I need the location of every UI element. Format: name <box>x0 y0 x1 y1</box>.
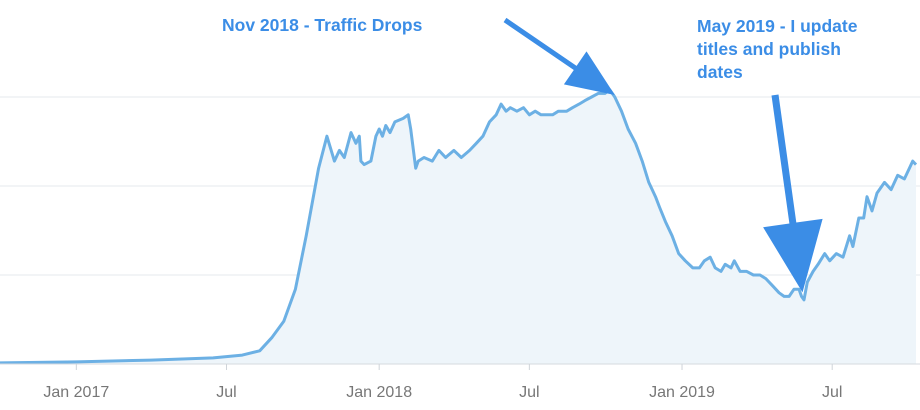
annotations: Nov 2018 - Traffic Drops May 2019 - I upd… <box>221 14 859 293</box>
x-tick-label-4: Jul <box>519 384 539 401</box>
x-tick-label-3: Jan 2018 <box>346 384 412 401</box>
annotation-1-line-1: Nov 2018 - Traffic Drops <box>222 15 423 35</box>
annotation-2-line-1: May 2019 - I update <box>697 16 858 36</box>
annotation-2-line-2: titles and publish <box>697 39 841 59</box>
traffic-area-fill <box>0 89 916 365</box>
x-tick-label-6: Jul <box>822 384 842 401</box>
x-tick-label-2: Jul <box>216 384 236 401</box>
x-axis-ticks: Jan 2017 Jul Jan 2018 Jul Jan 2019 Jul <box>43 364 842 401</box>
x-tick-label-1: Jan 2017 <box>43 384 109 401</box>
arrow-traffic-drops <box>503 17 615 95</box>
annotation-2-line-3: dates <box>697 62 743 82</box>
x-tick-label-5: Jan 2019 <box>649 384 715 401</box>
arrow-update-titles <box>763 94 823 293</box>
traffic-line <box>0 88 918 365</box>
